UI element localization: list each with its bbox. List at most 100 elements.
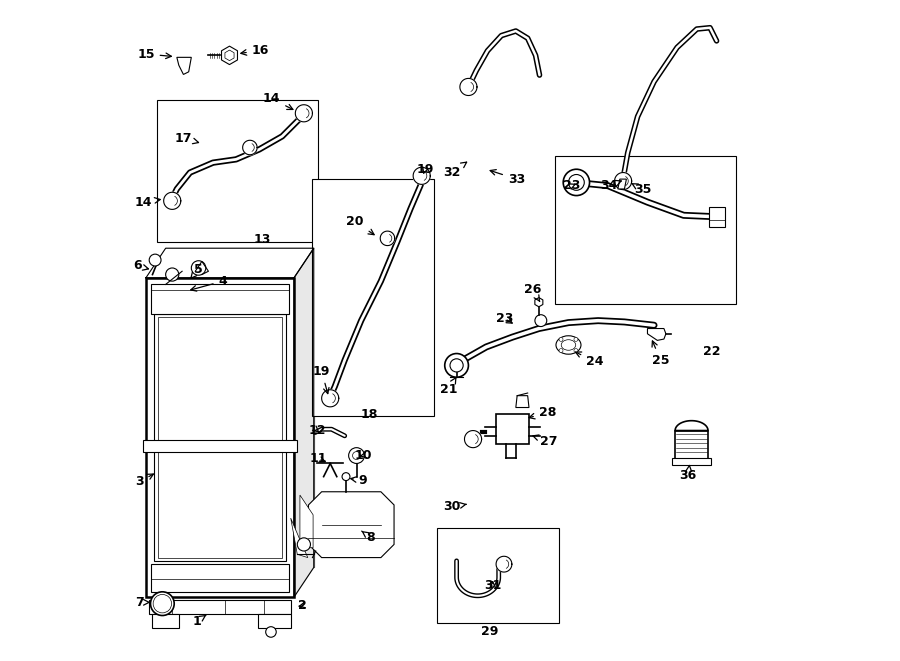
- Circle shape: [297, 538, 310, 551]
- Polygon shape: [465, 432, 481, 447]
- Text: 5: 5: [191, 264, 202, 278]
- Text: 23: 23: [496, 312, 513, 325]
- Polygon shape: [461, 79, 476, 95]
- Text: 21: 21: [440, 377, 457, 396]
- Circle shape: [450, 359, 464, 372]
- Polygon shape: [460, 79, 477, 95]
- Polygon shape: [146, 249, 314, 278]
- Bar: [436, 528, 559, 623]
- Text: 8: 8: [362, 531, 375, 545]
- Text: 14: 14: [263, 93, 293, 110]
- Polygon shape: [176, 58, 192, 75]
- Circle shape: [563, 169, 590, 196]
- Text: 34: 34: [600, 179, 621, 192]
- Circle shape: [574, 337, 578, 341]
- Bar: [151, 564, 289, 592]
- Polygon shape: [295, 104, 312, 122]
- Bar: [555, 156, 736, 304]
- Polygon shape: [496, 557, 512, 572]
- Polygon shape: [617, 179, 626, 189]
- Text: 14: 14: [134, 196, 160, 209]
- Text: 33: 33: [491, 170, 525, 186]
- Text: 18: 18: [361, 408, 378, 421]
- Text: 24: 24: [575, 352, 604, 368]
- Polygon shape: [675, 430, 708, 459]
- Text: 3: 3: [135, 474, 153, 488]
- Text: 32: 32: [444, 162, 466, 179]
- Bar: [158, 317, 283, 559]
- Circle shape: [559, 348, 563, 352]
- Bar: [146, 278, 294, 597]
- Text: 9: 9: [351, 474, 367, 487]
- Circle shape: [150, 592, 175, 615]
- Circle shape: [342, 473, 350, 481]
- Text: 30: 30: [444, 500, 466, 514]
- Polygon shape: [381, 232, 394, 245]
- Circle shape: [149, 254, 161, 266]
- Circle shape: [166, 268, 179, 281]
- Polygon shape: [413, 167, 430, 184]
- Polygon shape: [243, 140, 257, 155]
- Polygon shape: [296, 106, 311, 121]
- Text: 15: 15: [137, 48, 171, 61]
- Ellipse shape: [556, 336, 581, 354]
- Text: 27: 27: [533, 434, 557, 447]
- Polygon shape: [321, 390, 338, 407]
- Text: 12: 12: [309, 424, 326, 437]
- Text: 23: 23: [563, 179, 580, 192]
- Bar: [142, 440, 297, 452]
- Text: 19: 19: [313, 365, 330, 393]
- Text: 2: 2: [298, 599, 306, 612]
- Text: 19: 19: [417, 163, 434, 176]
- Text: 17: 17: [175, 132, 199, 145]
- Polygon shape: [225, 50, 234, 61]
- Polygon shape: [497, 557, 511, 571]
- Bar: [152, 613, 179, 628]
- Text: 13: 13: [254, 233, 271, 246]
- Circle shape: [445, 354, 468, 377]
- Circle shape: [574, 348, 578, 352]
- Text: 36: 36: [680, 465, 697, 482]
- Text: 4: 4: [191, 274, 228, 291]
- Text: 1: 1: [193, 615, 206, 628]
- Polygon shape: [243, 141, 256, 154]
- Circle shape: [535, 315, 547, 327]
- Bar: [671, 457, 711, 465]
- Polygon shape: [414, 168, 429, 184]
- Circle shape: [348, 447, 364, 463]
- Polygon shape: [647, 329, 666, 340]
- Circle shape: [353, 451, 361, 459]
- Text: 10: 10: [355, 449, 372, 462]
- Bar: [149, 600, 291, 613]
- Circle shape: [153, 594, 172, 613]
- Text: 7: 7: [135, 596, 149, 609]
- Text: 16: 16: [241, 44, 269, 57]
- Text: 6: 6: [133, 260, 148, 272]
- Polygon shape: [165, 193, 180, 208]
- Polygon shape: [516, 396, 529, 408]
- Circle shape: [192, 260, 206, 275]
- Polygon shape: [294, 249, 314, 597]
- Bar: [151, 284, 289, 314]
- Polygon shape: [535, 297, 543, 307]
- Circle shape: [559, 337, 563, 341]
- Polygon shape: [675, 420, 708, 430]
- Bar: [154, 314, 286, 561]
- Text: 22: 22: [703, 345, 721, 358]
- Bar: [708, 207, 725, 227]
- Polygon shape: [615, 173, 632, 190]
- Circle shape: [266, 627, 276, 637]
- Polygon shape: [221, 46, 238, 65]
- Bar: [257, 613, 291, 628]
- Polygon shape: [616, 173, 631, 189]
- Polygon shape: [380, 231, 395, 246]
- Polygon shape: [300, 495, 313, 548]
- Text: 29: 29: [481, 625, 499, 639]
- Polygon shape: [164, 192, 181, 210]
- Circle shape: [157, 598, 168, 609]
- Bar: [311, 179, 434, 416]
- Polygon shape: [496, 414, 529, 444]
- Polygon shape: [322, 391, 338, 406]
- Text: 28: 28: [529, 407, 556, 419]
- Circle shape: [569, 175, 584, 190]
